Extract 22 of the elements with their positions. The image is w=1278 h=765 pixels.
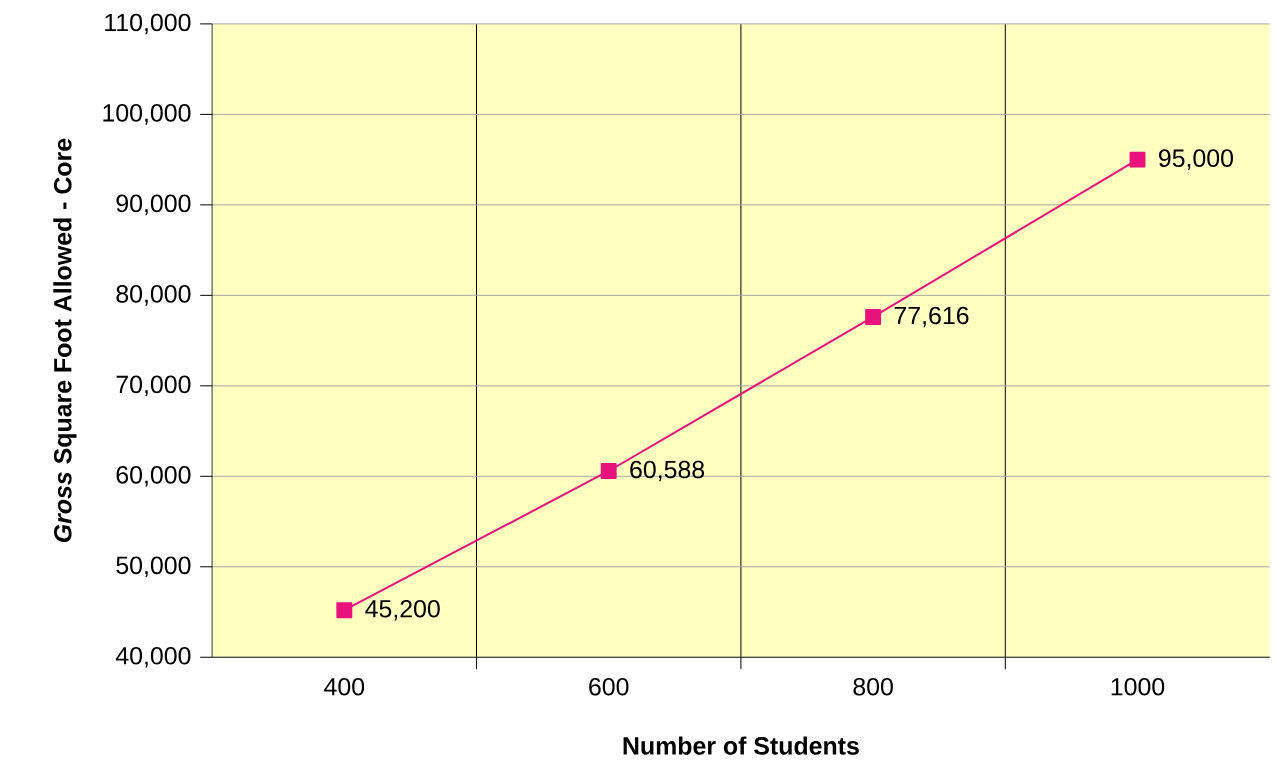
x-tick-label: 600 <box>589 678 629 696</box>
x-axis-title: Number of Students <box>623 736 859 755</box>
point <box>1129 151 1146 168</box>
y-tick-label: 50,000 <box>116 556 191 578</box>
y-tick-label: 100,000 <box>103 104 191 125</box>
data-label: 77,616 <box>894 306 969 328</box>
point <box>865 309 882 325</box>
y-tick-label: 60,000 <box>116 466 191 487</box>
point <box>336 602 353 619</box>
y-tick-label: 70,000 <box>116 375 191 397</box>
y-tick-label: 110,000 <box>105 13 191 35</box>
y-tick-label: 40,000 <box>115 647 191 668</box>
point <box>600 463 617 480</box>
x-tick-label: 400 <box>324 678 365 696</box>
x-tick-label: 1000 <box>1111 678 1165 696</box>
data-label: 95,000 <box>1158 149 1233 170</box>
data-label: 60,588 <box>630 460 705 482</box>
y-axis-title: Gross Square Foot Allowed - Core <box>53 138 77 543</box>
y-tick-label: 90,000 <box>116 194 191 216</box>
x-tick-label: 800 <box>853 678 893 696</box>
data-label: 45,200 <box>365 600 440 621</box>
y-tick-label: 80,000 <box>116 285 191 306</box>
